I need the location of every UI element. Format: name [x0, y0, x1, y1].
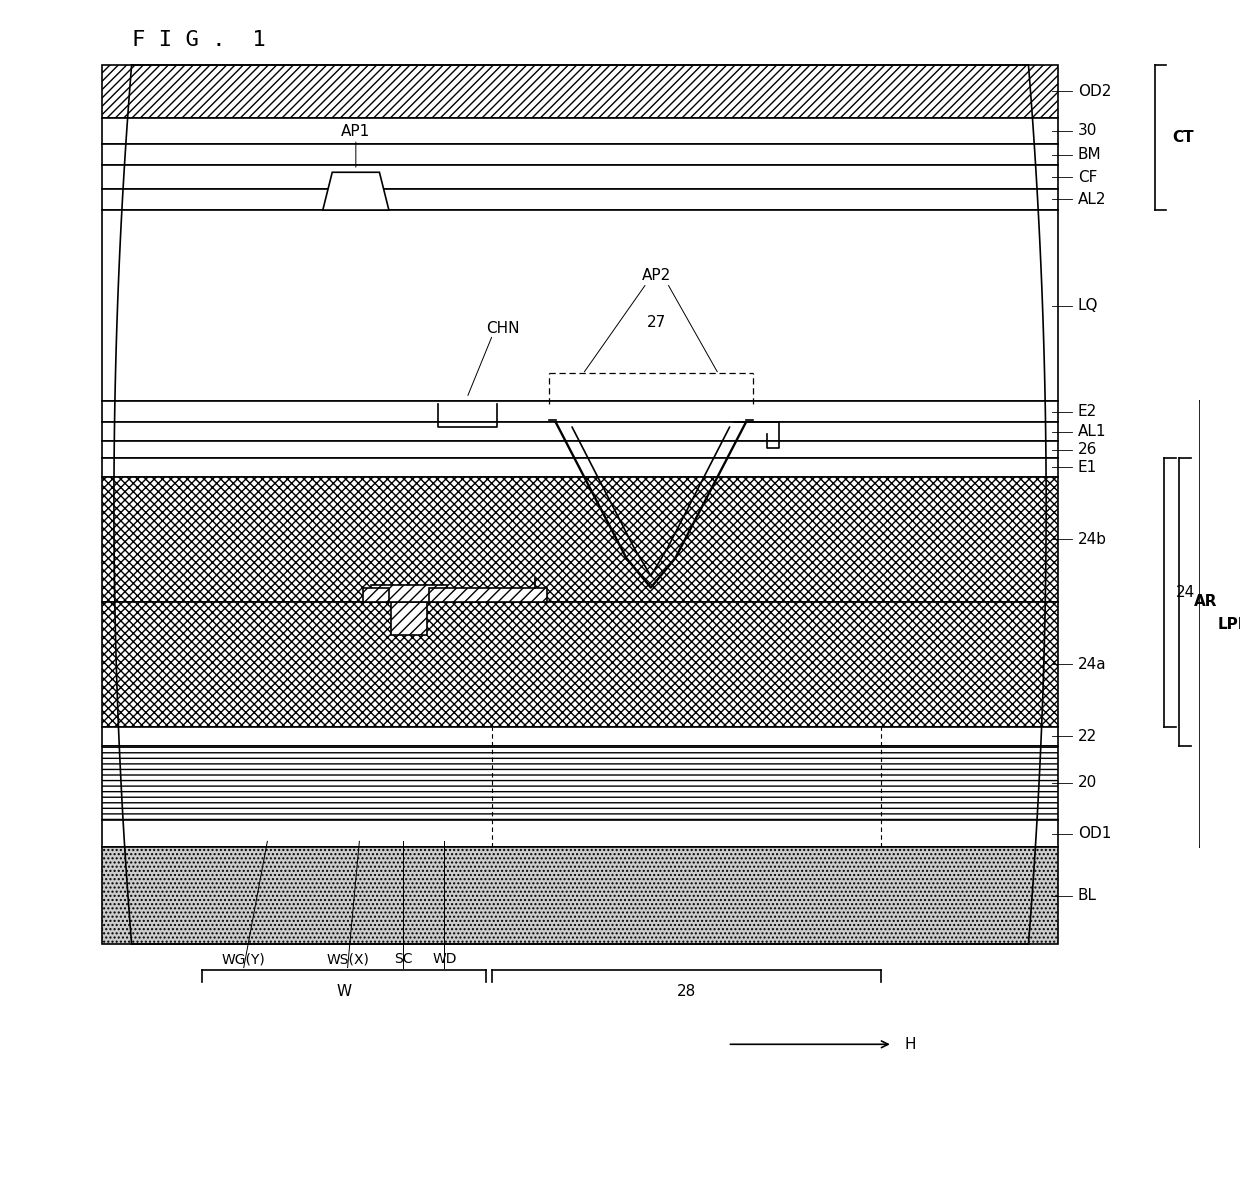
Bar — [102, 602, 1058, 727]
Bar — [102, 165, 1058, 189]
Text: 26: 26 — [1078, 442, 1097, 457]
Text: H: H — [904, 1037, 916, 1051]
Text: E1: E1 — [1078, 460, 1097, 474]
Text: 20: 20 — [1078, 775, 1097, 791]
Bar — [429, 588, 547, 602]
Text: AP1: AP1 — [341, 124, 371, 139]
Text: CT: CT — [1172, 130, 1194, 145]
Text: 24: 24 — [1176, 585, 1195, 599]
Text: 22: 22 — [1078, 729, 1097, 743]
Text: E2: E2 — [1078, 405, 1097, 419]
Bar — [102, 401, 1058, 422]
Bar — [102, 746, 1058, 820]
Bar — [102, 820, 1058, 847]
Text: WD: WD — [432, 952, 456, 966]
Bar — [102, 477, 1058, 602]
Text: SC: SC — [394, 952, 412, 966]
Text: AP2: AP2 — [642, 268, 671, 283]
Text: WS(X): WS(X) — [326, 952, 370, 966]
Text: LPN: LPN — [1218, 617, 1240, 631]
Bar — [102, 189, 1058, 210]
Text: BM: BM — [1078, 148, 1101, 162]
Text: 24a: 24a — [1078, 657, 1106, 671]
Text: AR: AR — [1194, 595, 1218, 609]
Text: 27: 27 — [647, 315, 666, 330]
Polygon shape — [322, 172, 389, 210]
Bar — [102, 727, 1058, 746]
Bar — [102, 847, 1058, 944]
Text: CHN: CHN — [486, 321, 520, 336]
Text: W: W — [336, 984, 352, 999]
Bar — [102, 441, 1058, 458]
Bar — [371, 585, 448, 602]
Text: 28: 28 — [677, 984, 696, 999]
Text: CF: CF — [1078, 170, 1097, 184]
Text: WG(Y): WG(Y) — [222, 952, 265, 966]
Text: LQ: LQ — [1078, 299, 1099, 313]
Text: 24b: 24b — [1078, 532, 1107, 546]
Bar — [102, 144, 1058, 165]
Text: AL1: AL1 — [1078, 425, 1106, 439]
Bar — [392, 602, 427, 635]
Bar — [102, 422, 1058, 441]
Text: BL: BL — [1078, 889, 1097, 903]
Text: AL2: AL2 — [1078, 192, 1106, 206]
Bar — [363, 588, 389, 602]
Bar — [102, 458, 1058, 477]
Bar — [102, 65, 1058, 118]
Text: OD1: OD1 — [1078, 826, 1111, 841]
Bar — [102, 210, 1058, 401]
Bar — [102, 118, 1058, 144]
Text: OD2: OD2 — [1078, 84, 1111, 99]
Text: F I G .  1: F I G . 1 — [131, 30, 265, 50]
Text: 30: 30 — [1078, 124, 1097, 138]
